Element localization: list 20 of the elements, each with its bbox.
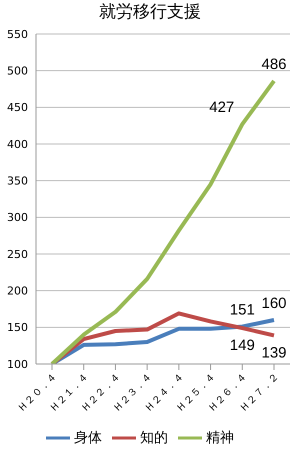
y-tick-label: 400 xyxy=(7,138,28,151)
y-tick-label: 300 xyxy=(7,211,28,224)
data-label: 149 xyxy=(230,337,255,354)
legend-label: 知的 xyxy=(140,430,168,446)
y-tick-label: 250 xyxy=(7,248,28,261)
y-tick-label: 150 xyxy=(7,321,28,334)
legend-label: 精神 xyxy=(206,430,234,446)
data-label: 427 xyxy=(209,99,234,116)
y-tick-label: 450 xyxy=(7,101,28,114)
chart-title: 就労移行支援 xyxy=(98,1,202,24)
data-label: 139 xyxy=(261,344,287,362)
y-tick-label: 200 xyxy=(7,284,28,298)
legend-label: 身体 xyxy=(74,430,102,446)
y-tick-label: 100 xyxy=(7,358,28,371)
y-tick-label: 350 xyxy=(7,174,28,188)
data-label: 151 xyxy=(230,302,255,319)
y-tick-label: 500 xyxy=(7,64,28,78)
data-label: 486 xyxy=(261,56,287,73)
y-tick-label: 550 xyxy=(7,28,28,41)
data-label: 160 xyxy=(261,295,287,312)
